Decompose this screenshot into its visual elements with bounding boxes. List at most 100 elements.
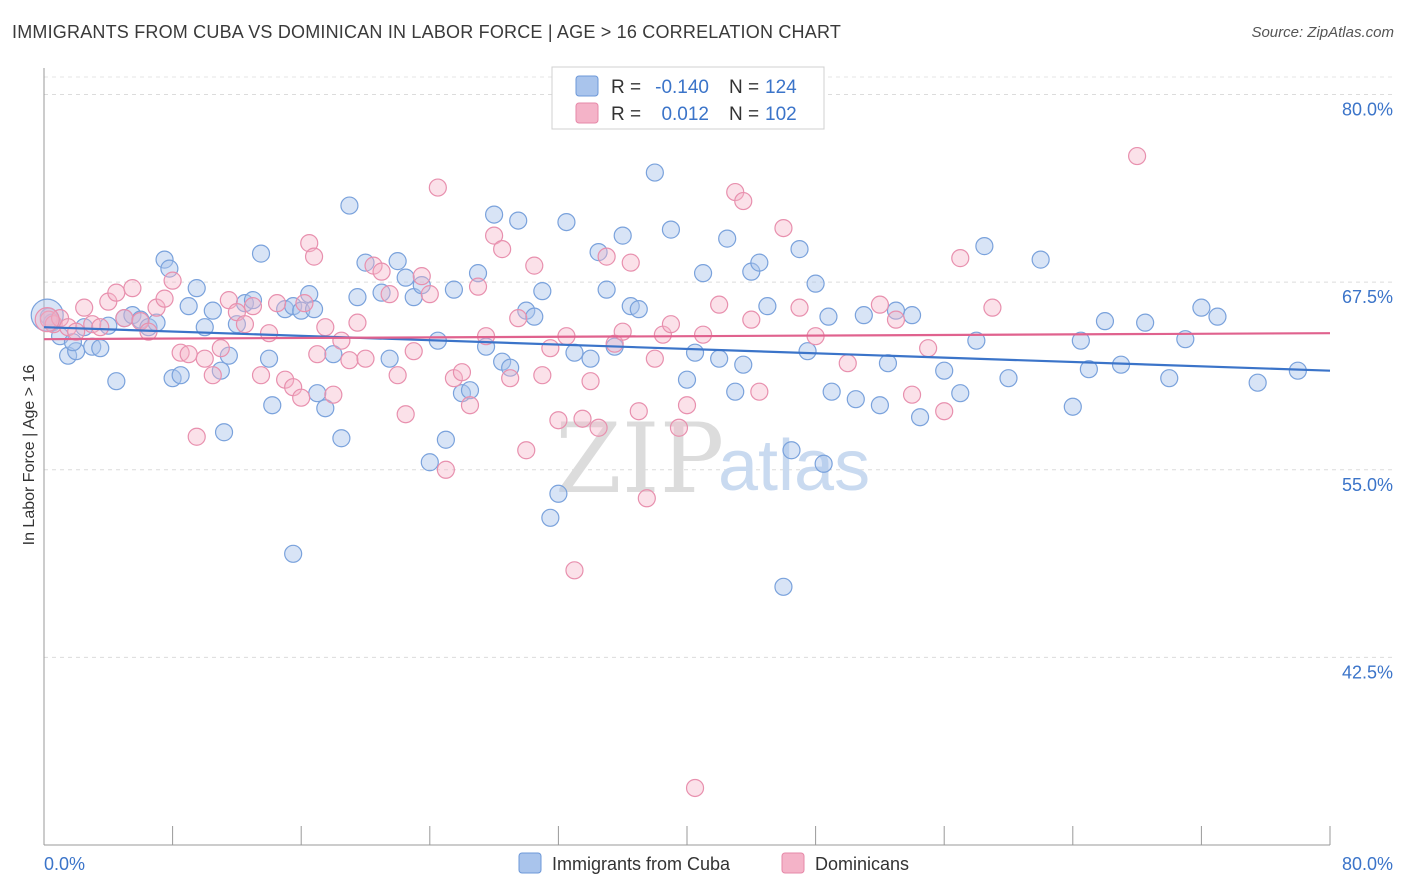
bottom-legend: Immigrants from Cuba Dominicans: [518, 852, 909, 874]
cuba-point-108: [999, 369, 1018, 388]
cuba-point-85: [734, 355, 753, 374]
cuba-point-76: [629, 300, 648, 319]
dominicans-point-89: [774, 219, 793, 238]
dominicans-point-44: [380, 285, 399, 304]
dominicans-point-61: [517, 441, 536, 460]
cuba-point-54: [444, 280, 464, 299]
dominicans-point-41: [356, 349, 375, 368]
dominicans-point-45: [388, 366, 407, 385]
dominicans-point-51: [436, 460, 455, 479]
cuba-point-72: [597, 280, 616, 299]
dominicans-point-64: [541, 339, 560, 358]
cuba-point-62: [509, 211, 528, 230]
cuba-point-120: [1248, 373, 1267, 392]
cuba-point-107: [975, 237, 994, 256]
cuba-point-81: [693, 264, 713, 283]
dominicans-point-54: [460, 396, 480, 415]
dominicans-point-49: [420, 285, 439, 304]
axes: [43, 68, 1331, 846]
cuba-point-20: [179, 297, 198, 316]
dominicans-point-80: [669, 418, 689, 437]
dominicans-point-11: [123, 279, 142, 298]
dominicans-point-73: [613, 322, 632, 341]
dominicans-point-76: [637, 489, 656, 508]
cuba-point-103: [910, 408, 930, 427]
cuba-point-100: [878, 354, 898, 373]
cuba-point-97: [846, 390, 865, 409]
bottom-legend-label-cuba: Immigrants from Cuba: [552, 854, 731, 874]
dominicans-point-18: [179, 345, 198, 364]
dominicans-point-75: [629, 402, 648, 421]
cuba-point-78: [661, 220, 681, 239]
cuba-point-42: [340, 196, 359, 215]
cuba-point-32: [263, 396, 282, 415]
dominicans-point-39: [340, 351, 359, 370]
legend-n-value-dominicans: 102: [765, 104, 797, 125]
dominicans-point-98: [951, 249, 970, 268]
cuba-point-116: [1160, 369, 1179, 388]
dominicans-point-81: [677, 396, 697, 415]
dominicans-point-40: [348, 313, 367, 332]
dominicans-point-60: [509, 309, 528, 328]
dominicans-point-19: [187, 427, 206, 446]
dominicans-point-74: [621, 253, 640, 272]
dominicans-point-100: [1127, 146, 1147, 166]
dominicans-point-90: [790, 298, 809, 317]
cuba-point-88: [758, 297, 777, 316]
cuba-point-53: [436, 430, 455, 449]
dominicans-point-59: [501, 369, 520, 388]
cuba-point-38: [308, 384, 327, 403]
y-tick-label-3: 80.0%: [1342, 100, 1393, 120]
cuba-point-94: [814, 454, 833, 473]
dominicans-point-58: [493, 240, 512, 259]
dominicans-point-43: [372, 262, 391, 281]
cuba-point-10: [107, 372, 126, 391]
dominicans-trend-line: [43, 332, 1331, 341]
dominicans-point-68: [573, 409, 592, 428]
dominicans-point-16: [163, 271, 182, 290]
cuba-point-43: [348, 288, 367, 307]
cuba-point-96: [822, 382, 841, 401]
dominicans-point-88: [750, 382, 769, 401]
cuba-point-91: [790, 240, 809, 259]
dominicans-point-62: [525, 256, 544, 275]
cuba-point-17: [160, 259, 179, 278]
cuba-point-82: [710, 349, 729, 368]
dominicans-point-94: [886, 310, 906, 329]
bottom-legend-label-dominicans: Dominicans: [815, 854, 909, 874]
bottom-legend-swatch-cuba: [518, 852, 542, 874]
dominicans-point-36: [316, 318, 335, 337]
dominicans-point-35: [308, 345, 327, 364]
cuba-point-109: [1031, 250, 1050, 269]
cuba-point-84: [726, 382, 745, 401]
dominicans-point-93: [870, 295, 890, 314]
cuba-point-125: [284, 544, 303, 563]
cuba-point-70: [581, 349, 600, 368]
trend-lines: [43, 326, 1331, 372]
dominicans-point-4: [67, 322, 86, 341]
legend-n-label-cuba: N =: [729, 77, 759, 98]
dominicans-point-86: [734, 191, 753, 211]
dominicans-point-33: [300, 234, 319, 253]
cuba-point-37: [304, 300, 324, 319]
tick-labels: 42.5% 55.0% 67.5% 80.0% 0.0% 80.0%: [44, 100, 1393, 874]
legend-r-label-cuba: R =: [611, 77, 641, 98]
cuba-point-110: [1063, 397, 1082, 416]
cuba-point-69: [565, 343, 584, 362]
dominicans-point-7: [91, 318, 110, 337]
legend-n-label-dominicans: N =: [729, 104, 759, 125]
cuba-point-39: [316, 399, 335, 418]
dominicans-point-46: [396, 405, 415, 424]
cuba-point-112: [1079, 360, 1098, 379]
cuba-point-83: [718, 229, 737, 248]
cuba-point-16: [155, 250, 174, 269]
cuba-point-51: [420, 453, 439, 472]
cuba-point-31: [259, 349, 279, 368]
cuba-point-56: [460, 381, 480, 400]
y-axis-label: In Labor Force | Age > 16: [21, 365, 38, 546]
cuba-point-79: [677, 370, 697, 389]
series-cuba-points: [30, 163, 1307, 596]
dominicans-point-53: [452, 363, 472, 382]
cuba-point-57: [468, 264, 488, 283]
